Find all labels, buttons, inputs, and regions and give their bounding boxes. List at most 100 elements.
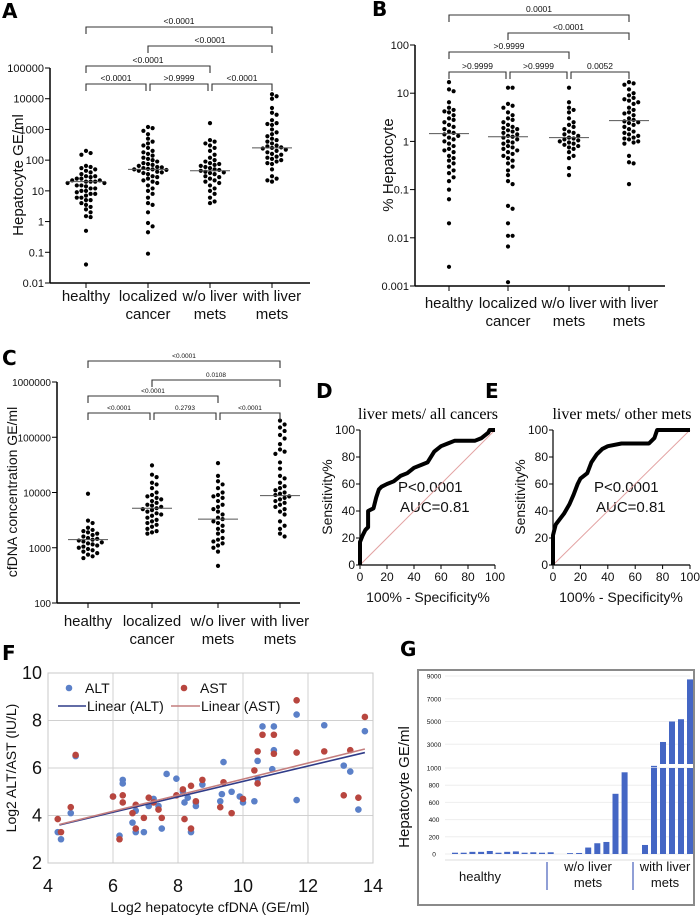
e-y-tick-label: 80 [535, 450, 549, 464]
c-data-point [277, 432, 283, 438]
b-data-point [631, 129, 636, 134]
f-alt-point [184, 794, 192, 801]
a-category-label: healthy [62, 288, 111, 305]
f-ast-point [228, 809, 235, 817]
a-data-point [159, 165, 164, 170]
b-data-point [451, 137, 456, 142]
f-alt-point [192, 802, 200, 810]
a-p-value: >0.9999 [164, 73, 195, 83]
f-plot-area [47, 672, 374, 864]
a-data-point [207, 183, 213, 188]
f-alt-point [67, 809, 75, 817]
b-data-point [566, 110, 572, 115]
f-y-tick-label: 8 [32, 711, 42, 731]
g-bar [539, 852, 545, 854]
c-data-point [90, 542, 95, 547]
a-data-point [265, 155, 270, 160]
b-data-point [566, 165, 572, 171]
c-data-point [159, 497, 164, 502]
d-x-tick-label: 60 [434, 570, 448, 584]
c-data-point [277, 473, 283, 478]
a-data-point [207, 121, 213, 126]
a-data-point [79, 176, 84, 181]
b-data-point [622, 136, 627, 141]
c-data-point [215, 504, 221, 509]
b-y-axis-label: % Hepatocyte [380, 118, 397, 211]
a-data-point [269, 151, 275, 156]
f-alt-point [254, 757, 261, 765]
b-data-point [501, 130, 506, 136]
c-data-point [154, 529, 159, 534]
f-y-tick-label: 10 [22, 663, 42, 683]
c-p-value: <0.0001 [238, 405, 262, 412]
f-ast-point [109, 793, 117, 800]
f-ast-point [116, 835, 123, 843]
b-data-point [626, 79, 632, 85]
c-data-point [277, 480, 283, 485]
c-data-point [211, 545, 216, 550]
c-data-point [277, 526, 283, 531]
b-data-point [442, 126, 447, 132]
f-alt-point [259, 723, 266, 730]
c-significance-bracket [87, 360, 281, 368]
a-data-point [269, 167, 275, 172]
b-data-point [446, 135, 452, 140]
b-data-point [451, 124, 456, 129]
b-data-point [505, 168, 511, 173]
c-data-point [85, 546, 91, 552]
c-data-point [81, 549, 86, 554]
c-data-point [81, 544, 86, 549]
a-data-point [212, 172, 217, 177]
a-data-point [88, 164, 93, 170]
b-data-point [566, 140, 572, 145]
c-data-point [149, 524, 155, 529]
b-data-point [501, 120, 506, 125]
g-bar [603, 841, 610, 854]
c-data-point [85, 525, 91, 530]
b-data-point [505, 179, 511, 184]
a-data-point [141, 178, 146, 183]
f-alt-point [361, 727, 369, 735]
e-x-tick-label: 80 [656, 570, 670, 584]
c-data-point [215, 526, 221, 531]
g-bar-upper [669, 721, 675, 764]
b-data-point [446, 158, 452, 163]
c-data-point [145, 509, 150, 514]
c-data-point [90, 532, 95, 538]
b-data-point [571, 136, 576, 141]
b-data-point [510, 145, 515, 150]
a-data-point [83, 184, 89, 189]
f-y-tick-label: 4 [32, 806, 42, 826]
a-data-point [88, 150, 93, 156]
a-y-tick-label: 100 [26, 155, 44, 167]
a-data-point [207, 148, 213, 153]
b-data-point [510, 151, 515, 157]
b-data-point [626, 98, 632, 103]
b-data-point [571, 107, 576, 113]
g-bar [521, 852, 528, 854]
c-y-tick-label: 100000 [18, 433, 52, 444]
a-data-point [274, 159, 279, 164]
a-data-point [274, 154, 279, 159]
b-data-point [622, 111, 627, 116]
b-data-point [446, 79, 452, 85]
f-ast-point [187, 782, 195, 790]
a-data-point [79, 166, 84, 171]
f-alt-point [181, 799, 188, 806]
c-data-point [282, 449, 287, 454]
a-data-point [203, 174, 208, 179]
a-data-point [88, 186, 93, 191]
f-alt-point [216, 797, 224, 805]
e-x-tick-label: 40 [601, 570, 615, 584]
b-data-point [505, 156, 511, 161]
a-data-point [145, 166, 151, 171]
g-y-tick-label: 3000 [427, 742, 442, 749]
g-bar-upper [678, 719, 684, 764]
b-data-point [451, 113, 456, 118]
c-data-point [99, 540, 104, 545]
a-data-point [93, 191, 98, 196]
g-y-axis-label: Hepatocyte GE/ml [396, 726, 413, 848]
a-data-point [269, 136, 275, 141]
b-data-point [446, 110, 452, 115]
a-data-point [203, 141, 208, 146]
